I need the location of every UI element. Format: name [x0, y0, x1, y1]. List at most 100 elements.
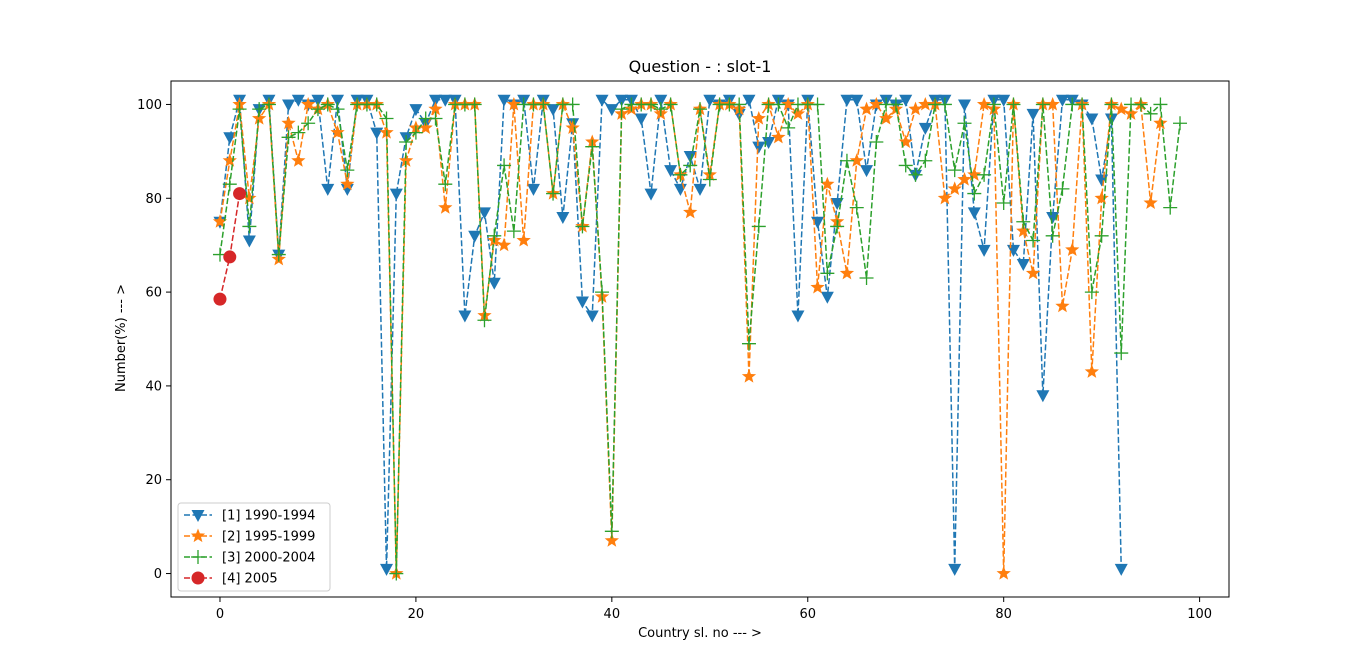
data-point: [506, 224, 521, 239]
data-point: [242, 219, 257, 234]
data-point: [546, 104, 560, 117]
data-point: [271, 247, 286, 262]
data-point: [996, 195, 1011, 210]
data-point: [752, 141, 766, 154]
data-point: [967, 186, 982, 201]
data-point: [575, 219, 590, 234]
y-tick-label: 20: [145, 473, 162, 488]
x-tick-label: 0: [216, 607, 224, 622]
legend-label: [2] 1995-1999: [222, 530, 315, 545]
data-point: [663, 97, 678, 112]
data-point: [526, 183, 540, 196]
data-point: [331, 94, 345, 107]
data-point: [1045, 96, 1060, 111]
data-point: [957, 172, 972, 186]
data-point: [1094, 190, 1109, 205]
data-point: [790, 106, 806, 120]
data-point: [977, 244, 991, 257]
data-point: [605, 104, 619, 117]
data-point: [330, 125, 345, 139]
data-point: [282, 99, 296, 112]
data-point: [585, 139, 600, 154]
legend-entry: [2] 1995-1999: [184, 528, 315, 545]
data-point: [976, 96, 992, 111]
data-point: [781, 96, 796, 111]
data-point: [683, 151, 697, 164]
data-point: [703, 94, 717, 107]
data-point: [918, 96, 933, 111]
data-point: [967, 207, 981, 220]
data-point: [673, 167, 688, 182]
data-point: [1114, 346, 1129, 361]
data-point: [301, 96, 316, 111]
data-point: [213, 292, 227, 306]
data-point: [1055, 94, 1069, 107]
data-point: [399, 134, 414, 149]
data-point: [947, 163, 962, 178]
data-point: [1085, 113, 1099, 126]
data-point: [487, 228, 502, 243]
data-point: [585, 310, 599, 323]
legend-entry: [1] 1990-1994: [184, 509, 315, 524]
data-point: [653, 102, 668, 117]
data-point: [1084, 285, 1099, 300]
data-point: [340, 176, 355, 191]
data-point: [1153, 97, 1168, 112]
data-point: [1016, 258, 1030, 271]
data-point: [898, 158, 913, 173]
data-point: [1025, 265, 1041, 280]
data-point: [937, 97, 952, 112]
data-point: [918, 122, 932, 135]
data-point: [496, 237, 512, 252]
data-point: [614, 102, 629, 117]
data-point: [762, 136, 776, 149]
legend-marker: [191, 571, 205, 585]
data-point: [565, 120, 580, 134]
data-point: [849, 200, 864, 215]
data-point: [918, 153, 933, 168]
data-point: [291, 94, 305, 107]
data-point: [1006, 97, 1021, 112]
data-point: [222, 153, 237, 167]
data-point: [781, 120, 796, 135]
data-point: [859, 101, 874, 116]
data-point: [212, 214, 228, 228]
data-point: [644, 188, 658, 201]
data-point: [1153, 115, 1168, 130]
data-point: [810, 97, 825, 112]
data-point: [879, 111, 894, 125]
data-point: [859, 271, 874, 286]
plot-area: [212, 94, 1188, 581]
data-point: [732, 97, 747, 112]
x-tick-label: 20: [408, 607, 425, 622]
series-line: [219, 97, 1122, 569]
data-point: [693, 183, 707, 196]
data-point: [908, 167, 923, 182]
data-point: [310, 102, 325, 117]
data-point: [604, 524, 619, 539]
data-point: [751, 219, 766, 234]
y-tick-label: 40: [145, 379, 162, 394]
data-point: [899, 94, 913, 107]
data-point: [830, 219, 845, 234]
data-point: [683, 204, 698, 219]
data-point: [428, 111, 443, 126]
data-point: [379, 111, 394, 126]
data-point: [839, 153, 854, 168]
data-point: [595, 285, 610, 300]
axis-ticks: 0 20 40 60 80 100 0 20 40 60 80 100: [137, 98, 1212, 622]
data-point: [693, 102, 707, 117]
data-point: [1123, 106, 1139, 120]
data-point: [408, 125, 423, 140]
data-point: [634, 113, 648, 126]
legend-label: [4] 2005: [222, 572, 278, 587]
data-point: [947, 181, 962, 195]
data-point: [1026, 108, 1040, 121]
data-point: [595, 94, 609, 107]
chart-title: Question - : slot-1: [629, 57, 772, 76]
data-point: [869, 134, 884, 149]
data-point: [1143, 195, 1158, 210]
data-point: [741, 369, 757, 383]
data-point: [398, 153, 414, 167]
